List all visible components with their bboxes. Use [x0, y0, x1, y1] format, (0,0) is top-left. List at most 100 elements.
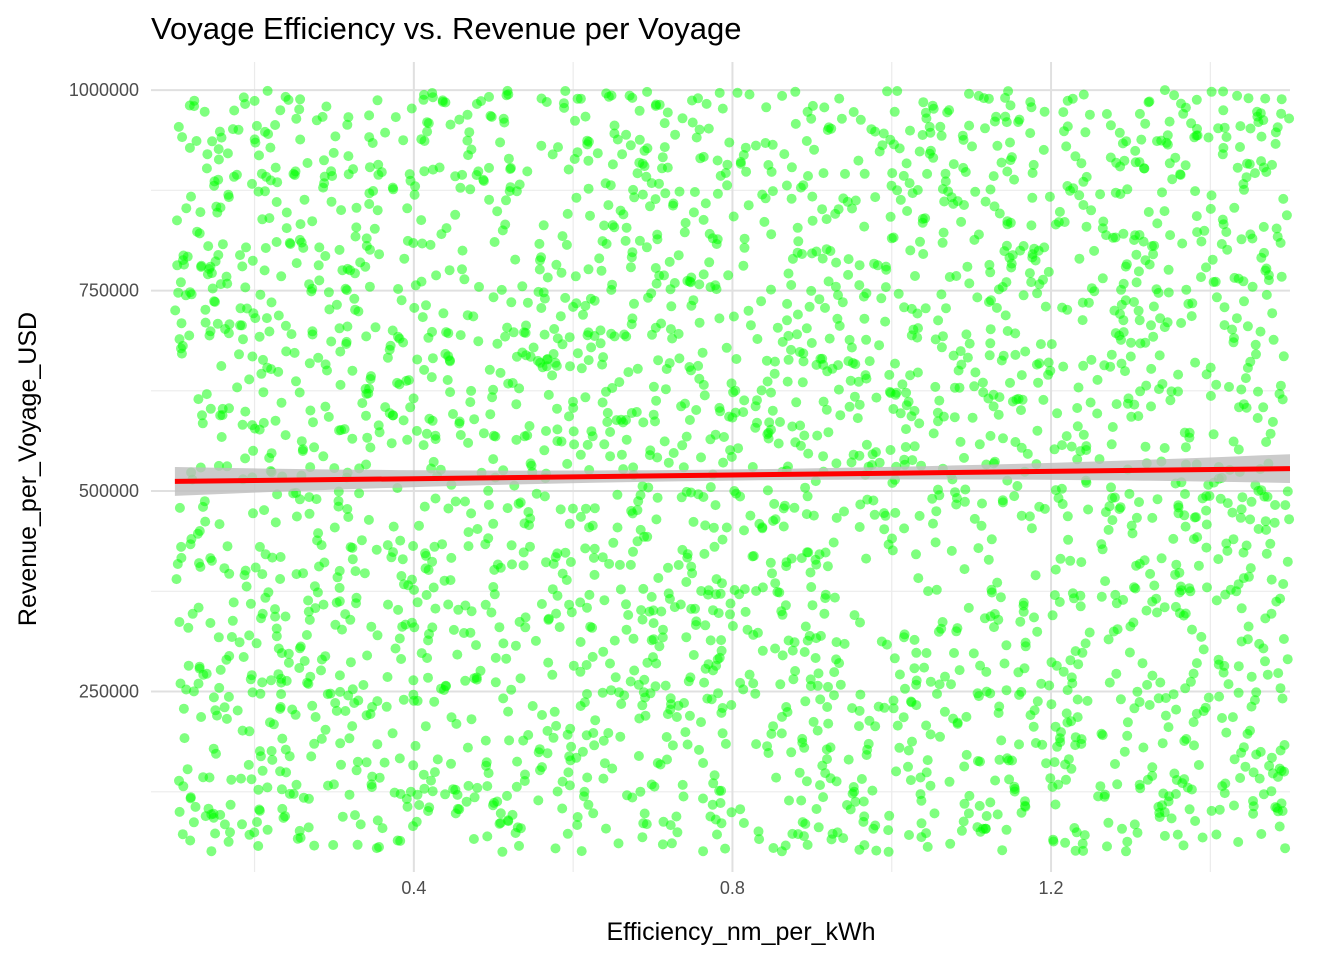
- scatter-point: [323, 411, 334, 422]
- scatter-point: [1052, 741, 1063, 752]
- scatter-point: [334, 565, 345, 576]
- scatter-point: [761, 355, 772, 366]
- scatter-point: [662, 162, 673, 173]
- scatter-point: [331, 705, 342, 716]
- scatter-point: [818, 792, 829, 803]
- scatter-point: [235, 303, 246, 314]
- scatter-point: [171, 574, 182, 585]
- scatter-point: [564, 599, 575, 610]
- scatter-point: [634, 134, 645, 145]
- scatter-point: [784, 795, 794, 806]
- scatter-point: [288, 168, 299, 179]
- x-axis-title: Efficiency_nm_per_kWh: [606, 918, 875, 946]
- scatter-point: [892, 720, 903, 731]
- scatter-point: [698, 214, 709, 225]
- scatter-point: [270, 120, 281, 130]
- scatter-point: [1134, 157, 1145, 168]
- scatter-point: [495, 817, 506, 828]
- scatter-point: [291, 779, 302, 790]
- scatter-point: [1140, 441, 1151, 452]
- scatter-point: [1101, 109, 1112, 119]
- scatter-point: [566, 741, 577, 752]
- scatter-point: [899, 302, 910, 313]
- scatter-point: [1044, 680, 1055, 691]
- scatter-point: [925, 127, 936, 138]
- scatter-point: [284, 237, 295, 248]
- scatter-point: [1072, 454, 1083, 465]
- scatter-point: [1069, 823, 1080, 833]
- scatter-point: [833, 290, 843, 301]
- scatter-point: [235, 320, 246, 331]
- scatter-point: [409, 584, 419, 595]
- scatter-point: [879, 702, 890, 713]
- scatter-point: [499, 117, 510, 128]
- scatter-point: [1168, 689, 1179, 700]
- scatter-point: [935, 121, 946, 132]
- scatter-point: [663, 562, 673, 573]
- scatter-point: [1277, 693, 1288, 704]
- scatter-point: [831, 654, 842, 665]
- scatter-point: [1265, 428, 1276, 439]
- scatter-point: [374, 249, 385, 260]
- scatter-point: [846, 457, 857, 468]
- scatter-point: [709, 541, 720, 552]
- scatter-point: [335, 346, 346, 357]
- scatter-point: [1201, 369, 1212, 380]
- scatter-point: [276, 397, 287, 408]
- scatter-point: [807, 215, 818, 226]
- scatter-point: [1078, 200, 1089, 210]
- scatter-point: [613, 838, 624, 849]
- scatter-point: [672, 827, 683, 838]
- scatter-point: [412, 695, 423, 706]
- scatter-point: [301, 630, 312, 640]
- scatter-point: [384, 408, 395, 419]
- scatter-point: [693, 489, 704, 500]
- scatter-point: [550, 552, 561, 563]
- scatter-point: [495, 137, 506, 148]
- scatter-point: [800, 818, 811, 829]
- scatter-point: [570, 115, 580, 126]
- scatter-point: [862, 494, 873, 505]
- scatter-point: [681, 632, 692, 643]
- scatter-point: [1033, 377, 1044, 388]
- scatter-point: [426, 775, 436, 786]
- scatter-point: [368, 186, 379, 196]
- scatter-point: [345, 657, 356, 668]
- scatter-point: [1256, 131, 1267, 142]
- scatter-point: [1057, 302, 1068, 313]
- scatter-point: [251, 120, 262, 131]
- scatter-point: [188, 686, 199, 697]
- scatter-point: [178, 703, 189, 714]
- scatter-point: [294, 643, 305, 654]
- scatter-point: [572, 348, 583, 359]
- scatter-point: [565, 557, 576, 567]
- scatter-point: [257, 677, 268, 688]
- scatter-point: [823, 427, 834, 438]
- scatter-point: [1260, 516, 1271, 527]
- scatter-point: [473, 166, 484, 177]
- scatter-point: [1196, 631, 1207, 642]
- scatter-point: [738, 260, 749, 271]
- scatter-point: [944, 105, 955, 116]
- scatter-point: [247, 255, 258, 266]
- scatter-point: [853, 155, 864, 166]
- scatter-point: [216, 432, 227, 442]
- scatter-point: [303, 595, 314, 606]
- scatter-point: [484, 91, 494, 102]
- scatter-point: [642, 531, 653, 542]
- scatter-point: [420, 721, 431, 732]
- scatter-point: [1056, 727, 1066, 738]
- scatter-point: [1271, 223, 1282, 234]
- scatter-point: [1243, 93, 1254, 104]
- scatter-point: [1245, 356, 1256, 367]
- scatter-point: [852, 413, 863, 424]
- scatter-point: [969, 381, 980, 392]
- scatter-point: [536, 599, 547, 609]
- scatter-point: [364, 199, 375, 209]
- scatter-point: [452, 803, 463, 814]
- scatter-point: [1235, 773, 1246, 783]
- scatter-point: [257, 608, 268, 619]
- scatter-point: [488, 454, 499, 465]
- scatter-point: [319, 171, 330, 182]
- scatter-point: [396, 295, 407, 306]
